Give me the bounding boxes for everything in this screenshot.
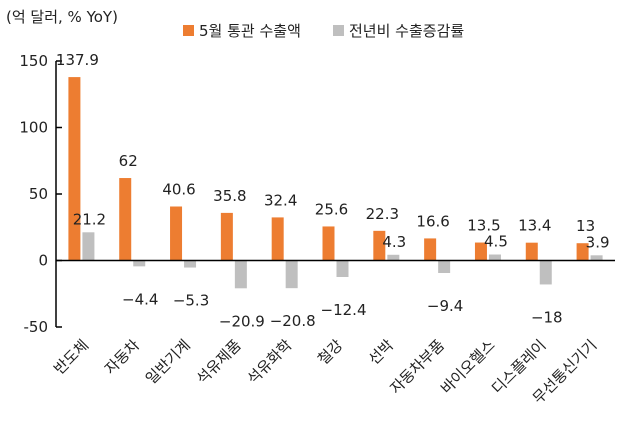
y-tick-label: -50 <box>24 318 49 336</box>
bar-yoy-growth-7 <box>387 254 400 261</box>
bar-export-value-10 <box>525 242 538 261</box>
bars <box>68 77 603 289</box>
label-yoy-growth-1: 21.2 <box>73 210 106 228</box>
legend-swatch-yoy-growth <box>333 25 344 36</box>
label-export-value-5: 32.4 <box>264 191 297 209</box>
label-yoy-growth-8: −9.4 <box>427 297 463 315</box>
x-tick-label-5: 석유화학 <box>244 336 296 388</box>
bar-export-value-11 <box>576 243 589 261</box>
y-tick-label: 100 <box>19 119 48 137</box>
bar-export-value-9 <box>474 242 487 261</box>
x-axis: 반도체 자동차 일반기계 석유제품 석유화학 철강 선박자동차부품바이오헬스디스플레이무선통… <box>50 259 615 407</box>
bar-export-value-5 <box>271 217 284 261</box>
bar-yoy-growth-1 <box>82 232 95 261</box>
x-tick-label-2: 자동차 <box>101 336 143 378</box>
legend-label-export-value: 5월 통관 수출액 <box>199 22 301 40</box>
bar-yoy-growth-2 <box>133 260 146 267</box>
bar-yoy-growth-6 <box>336 260 349 277</box>
label-export-value-1: 137.9 <box>56 51 99 69</box>
x-tick-label-7: 선박 <box>365 336 397 368</box>
bar-export-value-8 <box>424 238 437 261</box>
unit-label: (억 달러, % YoY) <box>6 8 118 26</box>
label-export-value-6: 25.6 <box>315 200 348 218</box>
x-tick-label-6: 철강 <box>314 336 346 368</box>
bar-yoy-growth-5 <box>285 260 298 289</box>
label-yoy-growth-6: −12.4 <box>321 301 367 319</box>
bar-export-value-7 <box>373 230 386 261</box>
label-yoy-growth-7: 4.3 <box>382 233 406 251</box>
label-yoy-growth-11: 3.9 <box>586 233 610 251</box>
x-tick-label-9: 바이오헬스 <box>437 336 499 398</box>
bar-export-value-1 <box>68 77 81 261</box>
label-export-value-7: 22.3 <box>366 205 399 223</box>
bar-yoy-growth-10 <box>539 260 552 285</box>
bar-yoy-growth-11 <box>590 255 603 261</box>
label-export-value-11: 13 <box>576 217 595 235</box>
data-labels: 137.9 21.2 62 −4.4 40.6 −5.3 35.8 −20.9 32.4 −20.… <box>56 51 610 330</box>
x-tick-label-1: 반도체 <box>50 336 92 378</box>
legend-swatch-export-value <box>183 25 194 36</box>
bar-yoy-growth-9 <box>488 254 501 261</box>
label-yoy-growth-10: −18 <box>531 308 563 326</box>
y-tick-label: 0 <box>38 252 48 270</box>
bar-yoy-growth-4 <box>234 260 247 289</box>
x-tick-label-4: 석유제품 <box>193 336 245 388</box>
y-tick-label: 150 <box>19 52 48 70</box>
legend-label-yoy-growth: 전년비 수출증감률 <box>349 22 464 40</box>
x-tick-label-3: 일반기계 <box>142 336 194 388</box>
bar-export-value-2 <box>119 178 132 261</box>
label-export-value-3: 40.6 <box>162 181 195 199</box>
label-yoy-growth-5: −20.8 <box>270 312 316 330</box>
legend: 5월 통관 수출액 전년비 수출증감률 <box>183 22 464 40</box>
label-export-value-2: 62 <box>119 152 138 170</box>
bar-yoy-growth-3 <box>184 260 197 268</box>
bar-export-value-3 <box>170 206 183 261</box>
label-export-value-10: 13.4 <box>518 217 551 235</box>
label-export-value-8: 16.6 <box>416 212 449 230</box>
label-yoy-growth-2: −4.4 <box>122 290 158 308</box>
label-export-value-4: 35.8 <box>213 187 246 205</box>
bar-export-value-4 <box>220 212 233 261</box>
label-yoy-growth-9: 4.5 <box>484 233 508 251</box>
bar-yoy-growth-8 <box>438 260 451 274</box>
x-tick-label-8: 자동차부품 <box>386 336 448 398</box>
label-yoy-growth-3: −5.3 <box>173 292 209 310</box>
label-export-value-9: 13.5 <box>467 217 500 235</box>
y-axis: -50 0 50 100 150 <box>19 52 62 336</box>
y-tick-label: 50 <box>29 185 48 203</box>
bar-export-value-6 <box>322 226 335 261</box>
label-yoy-growth-4: −20.9 <box>219 312 265 330</box>
